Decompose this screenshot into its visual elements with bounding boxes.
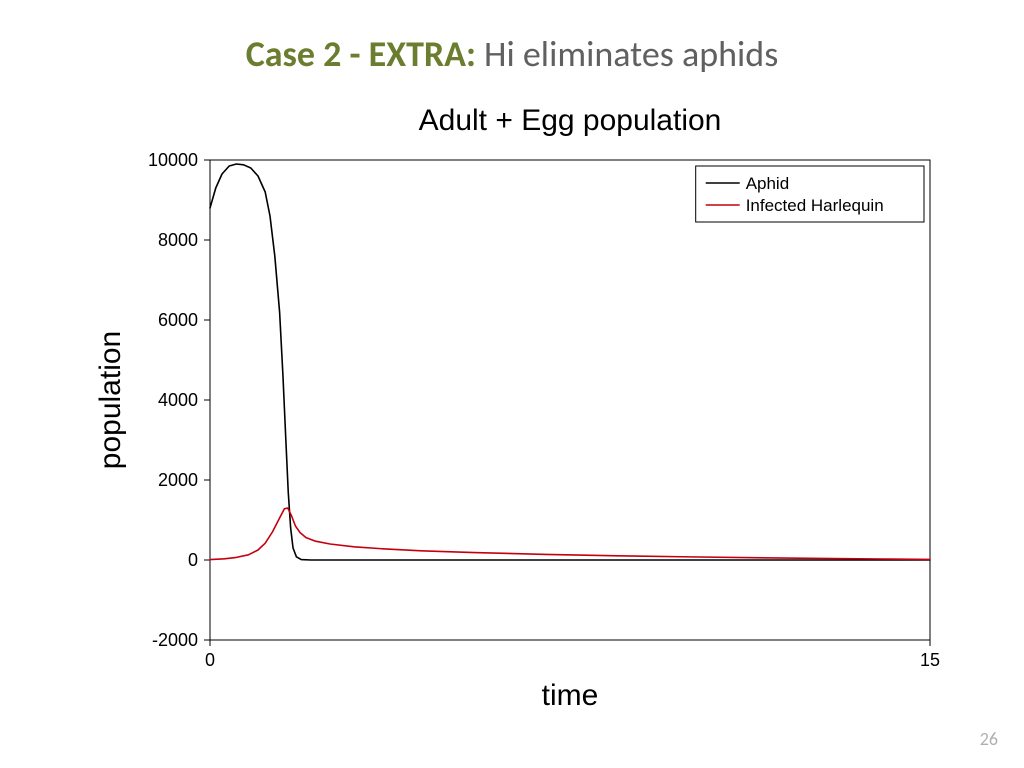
slide-title-rest: Hi eliminates aphids: [476, 32, 778, 76]
svg-text:0: 0: [188, 550, 198, 570]
svg-text:15: 15: [920, 650, 940, 670]
slide-title: Case 2 - EXTRA: Hi eliminates aphids: [0, 32, 1024, 76]
page-number: 26: [980, 728, 998, 750]
svg-text:8000: 8000: [158, 230, 198, 250]
svg-text:10000: 10000: [148, 150, 198, 170]
svg-text:time: time: [542, 679, 599, 712]
slide-title-accent: Case 2 - EXTRA:: [246, 32, 476, 76]
svg-text:Aphid: Aphid: [746, 174, 789, 193]
svg-text:0: 0: [205, 650, 215, 670]
svg-text:population: population: [94, 331, 127, 469]
svg-text:Infected Harlequin: Infected Harlequin: [746, 196, 884, 215]
population-chart: Adult + Egg population -2000 0 2000 4000 6000…: [70, 100, 950, 720]
svg-text:2000: 2000: [158, 470, 198, 490]
svg-text:Adult + Egg population: Adult + Egg population: [419, 104, 722, 137]
svg-text:6000: 6000: [158, 310, 198, 330]
svg-text:-2000: -2000: [152, 630, 198, 650]
chart-container: Adult + Egg population -2000 0 2000 4000 6000…: [70, 100, 950, 720]
svg-text:4000: 4000: [158, 390, 198, 410]
